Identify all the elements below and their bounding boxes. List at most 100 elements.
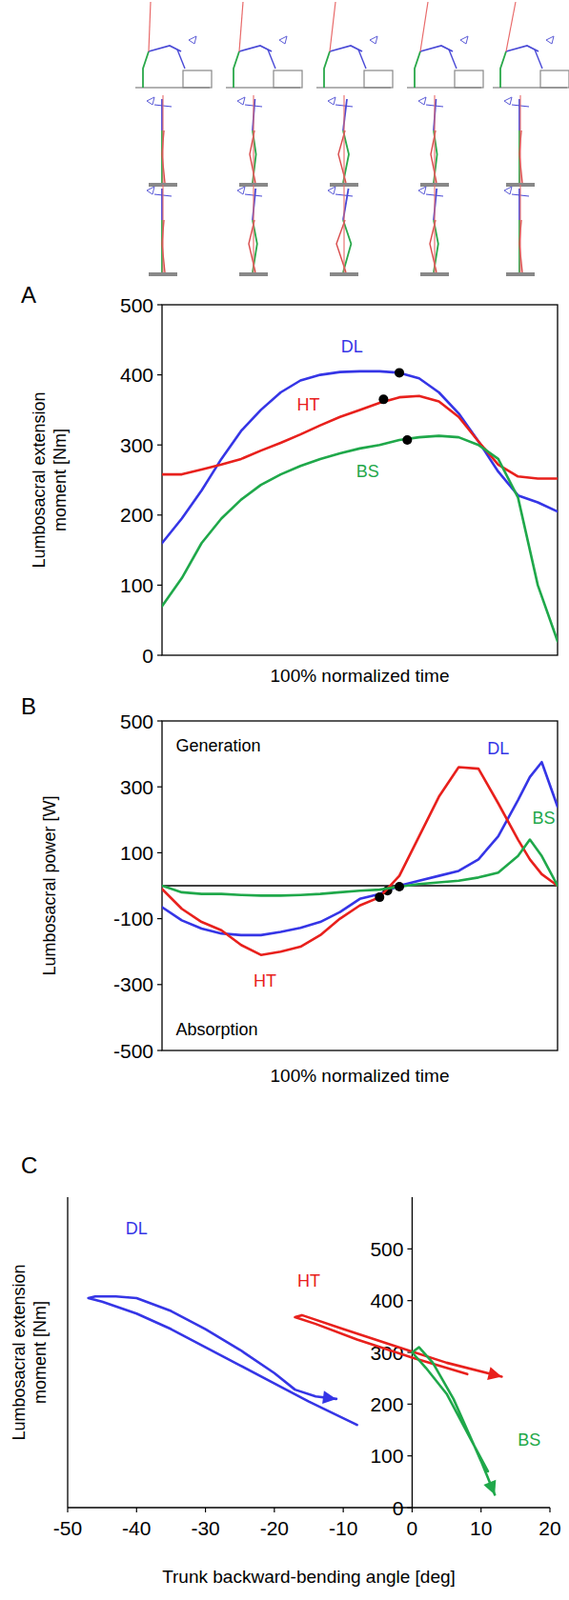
y-tick	[406, 1300, 412, 1302]
marker	[146, 97, 155, 105]
marker	[418, 97, 427, 105]
leg	[249, 130, 256, 183]
trunk	[420, 45, 453, 52]
series-line	[162, 762, 558, 936]
arm	[177, 49, 185, 69]
platform	[420, 272, 449, 277]
y-tick-label: 200	[369, 1394, 404, 1417]
x-tick-label: 20	[538, 1518, 561, 1541]
y-axis-title-line: Lumbosacral extension	[9, 1264, 29, 1442]
y-tick-label: 300	[120, 434, 154, 457]
box	[540, 70, 569, 88]
force-line	[506, 1, 516, 52]
annotation: Generation	[176, 736, 262, 756]
marker	[237, 186, 245, 195]
y-tick	[157, 720, 163, 722]
axes: 0100200300400500-50-40-30-20-1001020	[53, 1198, 562, 1541]
x-tick-label: -30	[190, 1518, 220, 1541]
trunk	[506, 45, 539, 52]
arm	[267, 49, 276, 69]
box	[364, 70, 393, 88]
leg	[338, 130, 346, 183]
event-dot	[378, 394, 388, 405]
series-line	[411, 1348, 495, 1497]
panel-letter: B	[20, 693, 37, 720]
leg	[429, 220, 437, 273]
y-tick	[157, 654, 163, 656]
x-axis-title: 100% normalized time	[270, 1066, 450, 1087]
series-line	[162, 436, 558, 643]
marker	[327, 186, 336, 195]
arm	[534, 49, 543, 69]
x-tick	[204, 1508, 206, 1514]
y-tick-label: 0	[142, 645, 154, 668]
arm	[448, 49, 457, 69]
x-tick	[273, 1508, 275, 1514]
box	[273, 70, 303, 88]
figure: A0100200300400500100% normalized timeLum…	[0, 0, 569, 1600]
zero-line	[162, 885, 558, 887]
force-line	[329, 1, 336, 52]
leg	[142, 51, 149, 88]
series-label: BS	[531, 809, 555, 829]
y-tick-label: 0	[392, 1498, 405, 1521]
y-tick	[406, 1249, 412, 1251]
y-tick	[157, 1050, 163, 1052]
y-tick	[157, 445, 163, 447]
force-line	[420, 1, 428, 52]
y-tick-label: 100	[120, 574, 154, 597]
x-tick-label: -40	[121, 1518, 151, 1541]
arm	[358, 49, 366, 69]
y-axis-title: Lumbosacral extensionmoment [Nm]	[9, 1264, 50, 1442]
y-tick-label: 500	[120, 294, 154, 317]
platform	[239, 272, 268, 277]
event-dot	[374, 893, 385, 903]
y-tick	[157, 853, 163, 854]
plot-frame	[162, 721, 558, 1052]
box	[454, 70, 484, 88]
force-line	[343, 95, 345, 183]
panel-letter: C	[20, 1153, 38, 1179]
y-axis-title: Lumbosacral power [W]	[40, 795, 60, 976]
arrowhead	[487, 1367, 502, 1382]
marker	[460, 36, 468, 44]
series-line	[295, 1316, 503, 1379]
marker	[237, 97, 245, 105]
y-tick	[157, 984, 163, 986]
arrowhead	[483, 1481, 496, 1497]
y-tick-label: -500	[113, 1040, 154, 1063]
force-line	[162, 184, 163, 273]
force-line	[252, 184, 254, 273]
event-dot	[394, 882, 405, 893]
y-tick	[157, 787, 163, 789]
y-tick	[406, 1404, 412, 1406]
force-line	[519, 184, 521, 273]
box	[182, 70, 212, 88]
force-line	[433, 184, 435, 273]
force-line	[433, 95, 435, 183]
leg	[324, 51, 330, 88]
y-axis-title-line: Lumbosacral power [W]	[40, 795, 60, 976]
panel-letter: A	[20, 282, 37, 308]
y-tick	[406, 1456, 412, 1458]
y-tick-label: 200	[120, 504, 154, 527]
force-line	[239, 1, 244, 52]
y-axis-title-line: Lumbosacral extension	[29, 391, 49, 569]
y-axis-title-line: moment [Nm]	[50, 428, 70, 532]
plot-frame	[162, 304, 558, 656]
series-label: BS	[517, 1431, 541, 1451]
x-axis-title: Trunk backward-bending angle [deg]	[162, 1567, 456, 1588]
platform	[506, 272, 535, 277]
y-tick-label: 100	[369, 1445, 404, 1468]
event-dot	[402, 435, 412, 446]
leg	[430, 130, 437, 183]
x-tick	[480, 1508, 482, 1514]
marker	[546, 36, 554, 44]
y-tick-label: -300	[113, 974, 154, 996]
marker	[504, 186, 512, 195]
trunk	[148, 45, 182, 52]
y-tick	[157, 374, 163, 376]
y-tick-label: -100	[113, 908, 154, 931]
marker	[146, 186, 155, 195]
marker	[327, 97, 336, 105]
